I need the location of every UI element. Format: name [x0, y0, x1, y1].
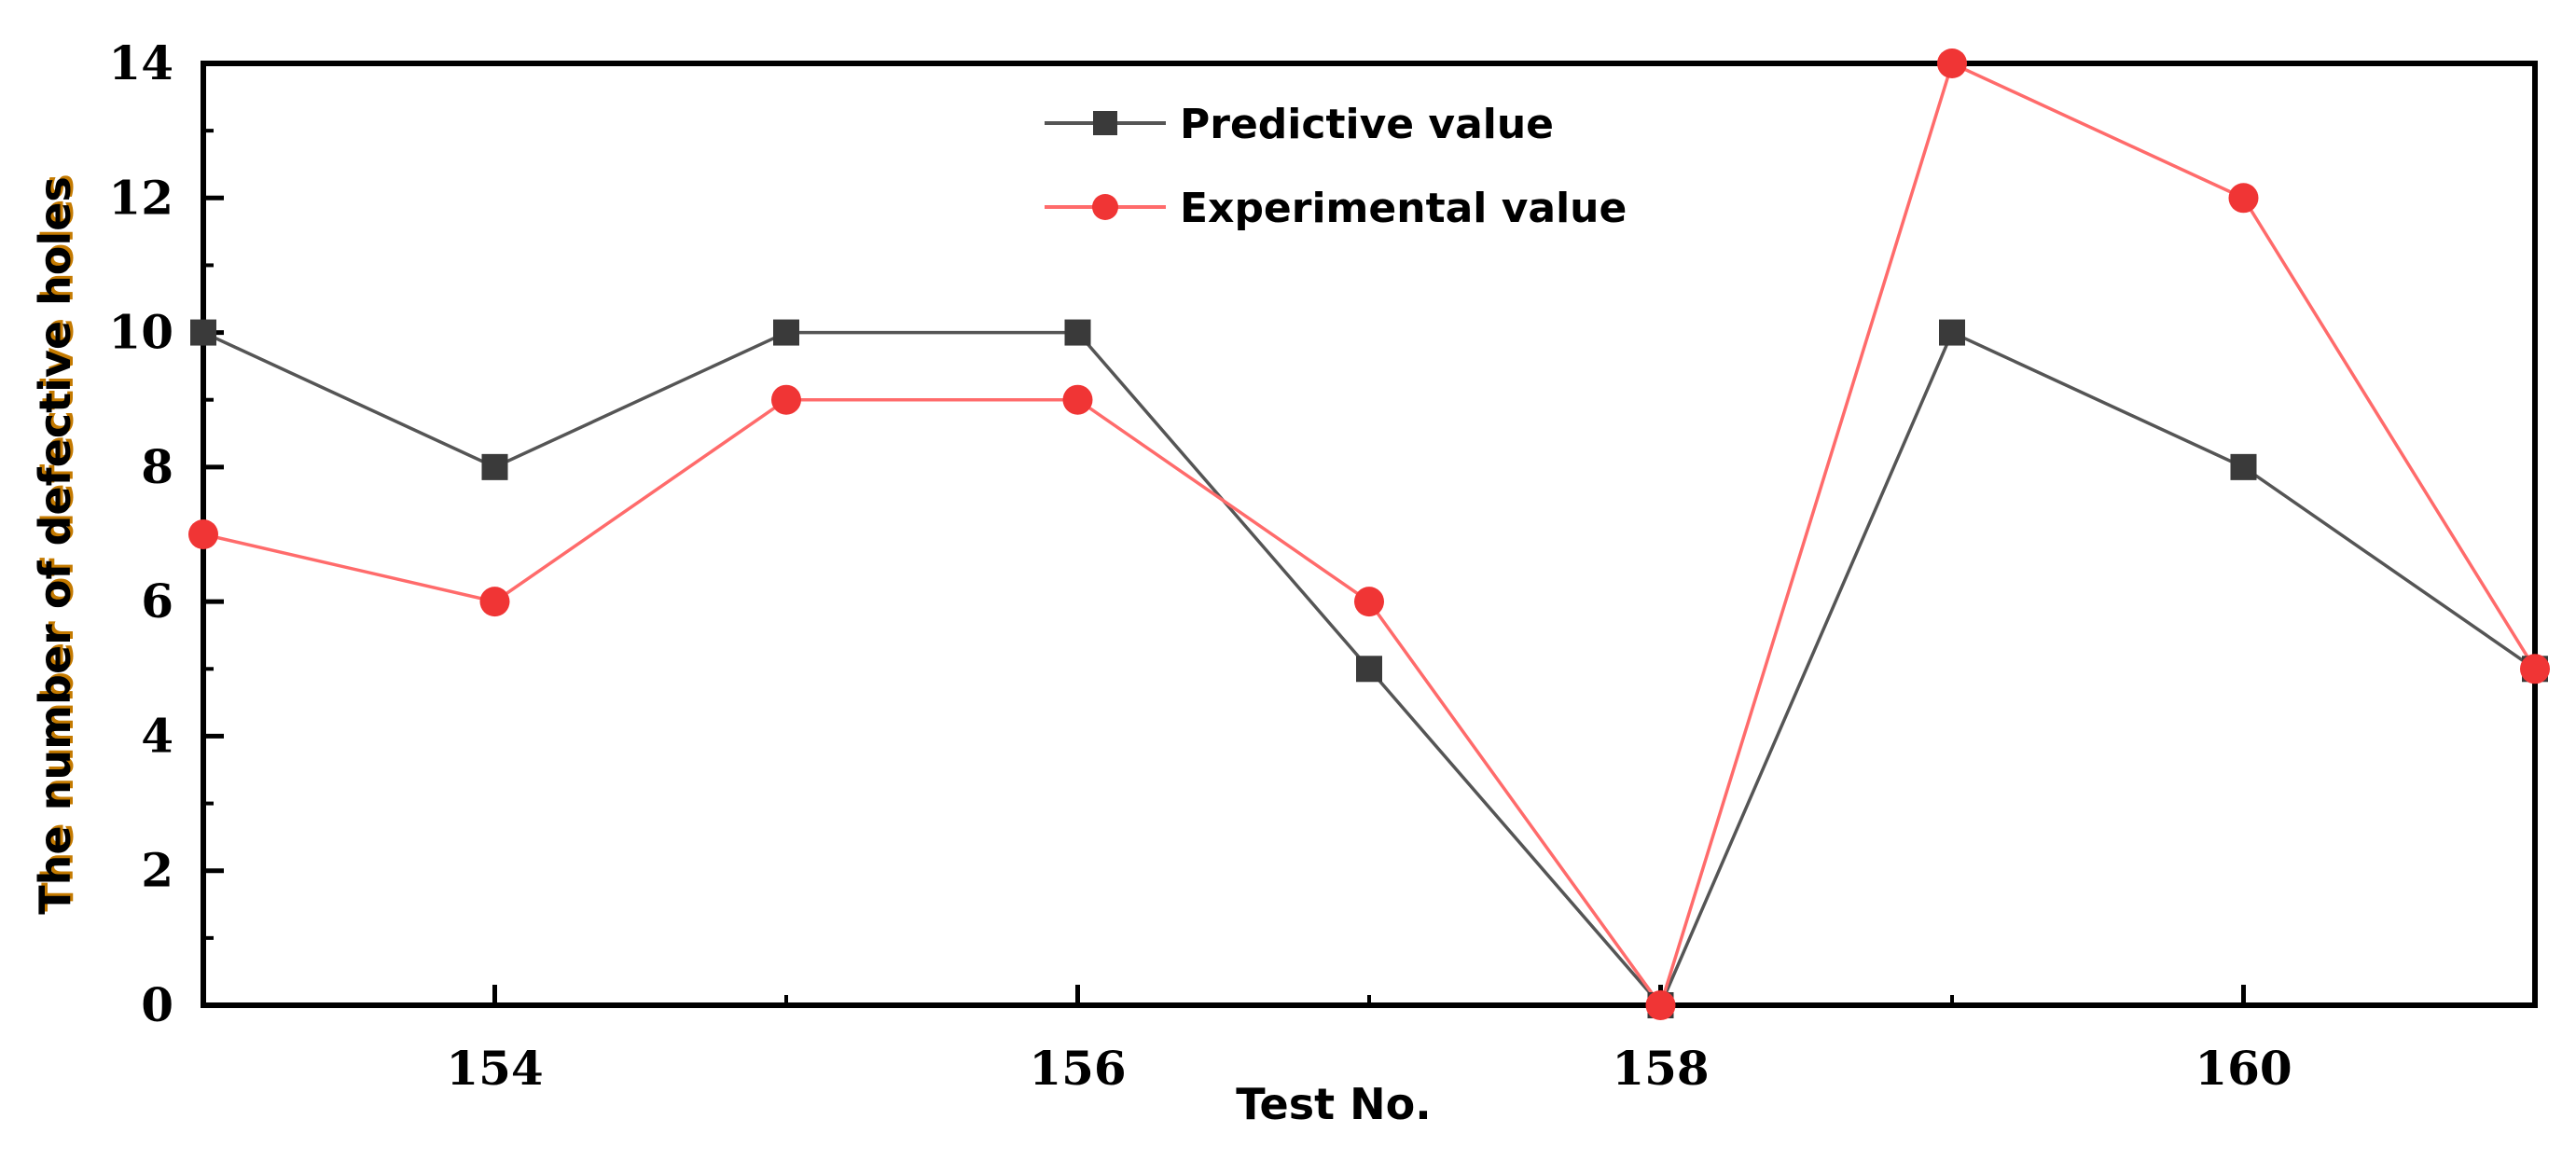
data-point-square [773, 319, 799, 346]
data-point-circle [1645, 990, 1676, 1020]
legend-label: Experimental value [1180, 185, 1627, 232]
y-axis-title-group: The number of defective holes The number… [30, 173, 83, 914]
data-point-square [1356, 656, 1382, 683]
data-point-square [190, 319, 216, 346]
x-axis-ticks: 154 156 158 160 [446, 985, 2292, 1096]
data-point-square [481, 453, 508, 480]
x-axis-title: Test No. [1236, 1079, 1431, 1129]
y-tick-label: 8 [141, 439, 173, 494]
data-point-circle [479, 587, 510, 617]
data-point-circle [2520, 654, 2550, 684]
legend-marker-square [1093, 111, 1117, 135]
y-axis-title-shadow: The number of defective holes [33, 173, 83, 911]
y-tick-label: 6 [141, 574, 173, 629]
data-point-square [1064, 319, 1091, 346]
x-tick-label: 154 [446, 1041, 543, 1096]
y-tick-label: 4 [141, 708, 173, 763]
data-point-circle [1354, 587, 1384, 617]
data-point-circle [1062, 384, 1093, 415]
data-point-circle [2228, 183, 2259, 214]
data-point-circle [188, 519, 218, 549]
x-tick-label: 158 [1612, 1041, 1709, 1096]
data-point-circle [1937, 48, 1967, 78]
y-tick-label: 12 [108, 170, 173, 225]
y-tick-label: 10 [108, 305, 173, 360]
series-markers [188, 48, 2550, 1020]
y-axis-ticks: 0 2 4 6 8 10 12 14 [108, 35, 224, 1032]
data-point-circle [771, 384, 801, 415]
data-point-square [1939, 319, 1965, 346]
legend-marker-circle [1092, 194, 1118, 220]
y-tick-label: 2 [141, 843, 173, 898]
y-axis-title: The number of defective holes [30, 176, 80, 914]
y-tick-label: 14 [108, 35, 173, 90]
legend: Predictive value Experimental value [1045, 101, 1627, 232]
x-tick-label: 156 [1029, 1041, 1126, 1096]
x-tick-label: 160 [2195, 1041, 2292, 1096]
y-tick-label: 0 [141, 977, 173, 1032]
legend-label: Predictive value [1180, 101, 1554, 148]
data-point-square [2230, 453, 2257, 480]
